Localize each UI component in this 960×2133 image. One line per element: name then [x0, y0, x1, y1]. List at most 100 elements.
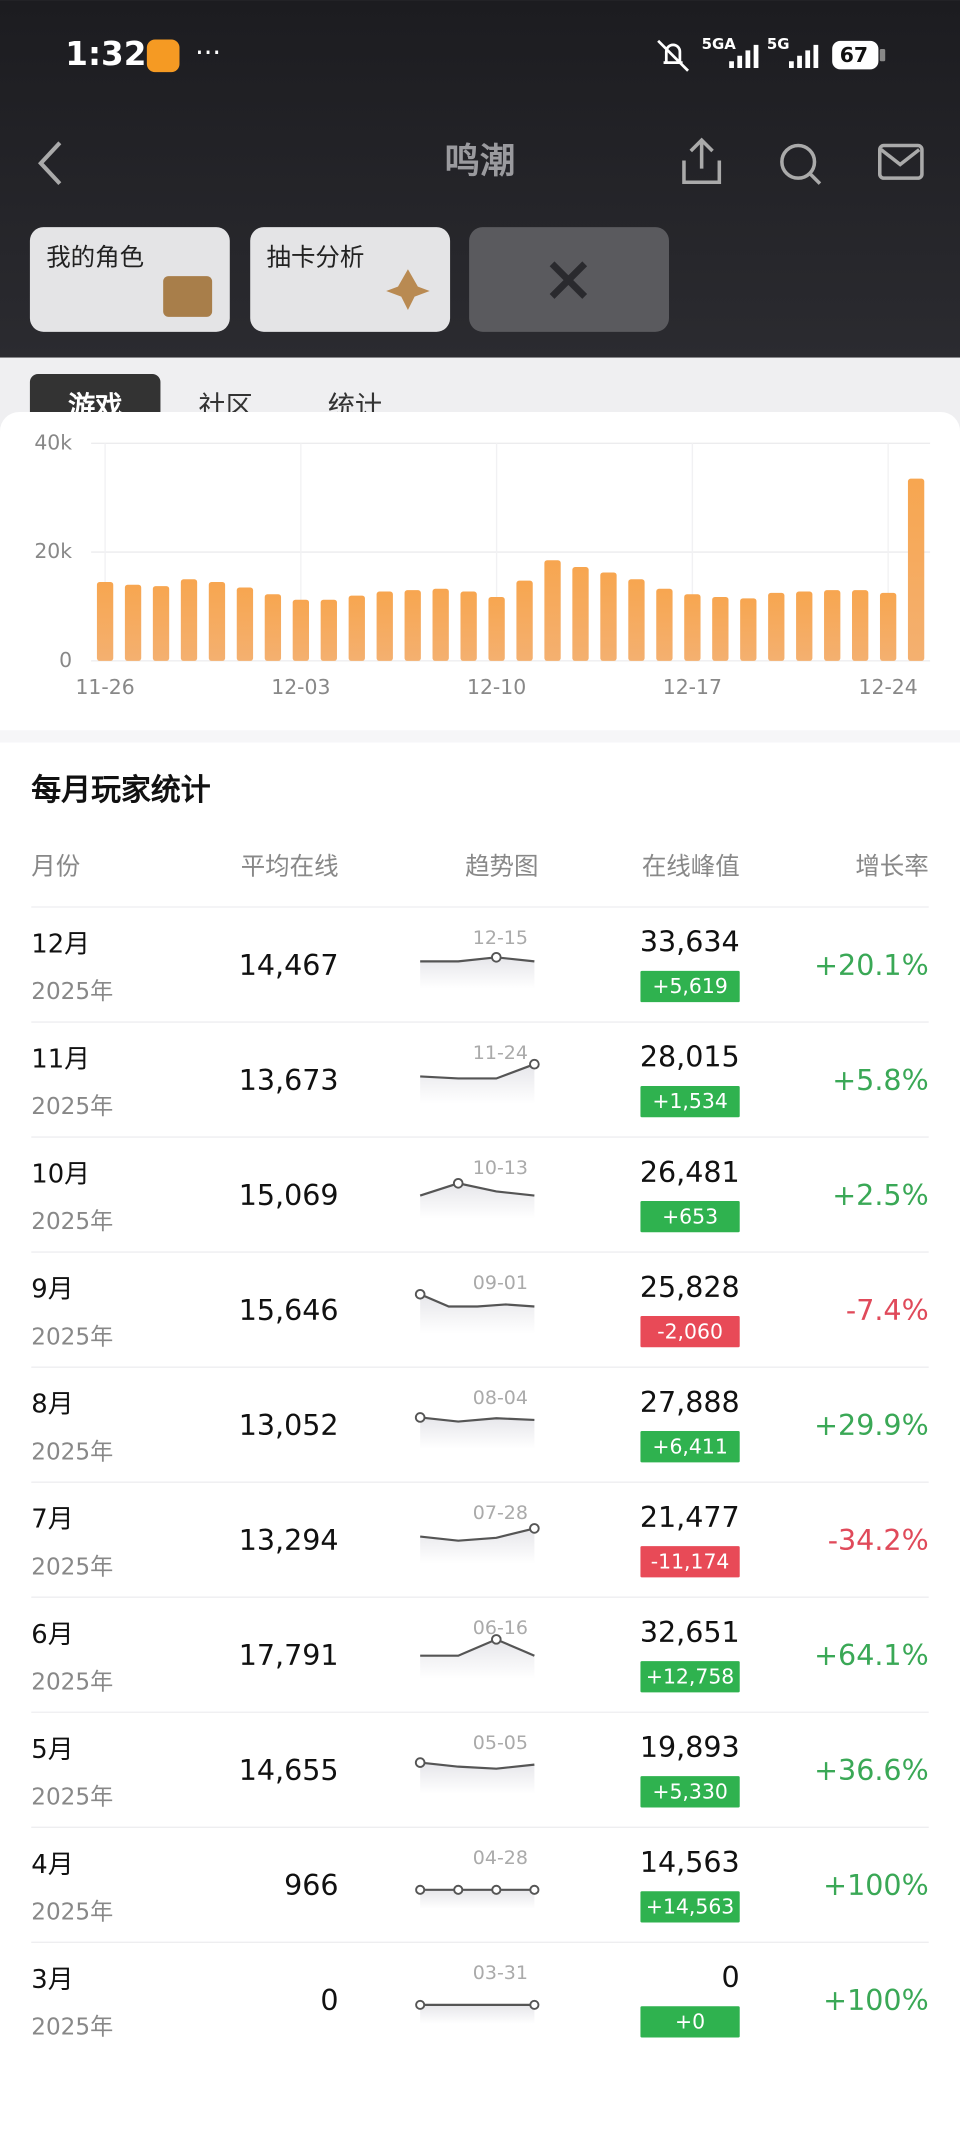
- delta-badge: [640, 1661, 740, 1693]
- avg-online: 15,646: [239, 1293, 339, 1327]
- trend-line: [419, 1293, 535, 1308]
- trend-line: [420, 1527, 535, 1542]
- growth-rate: +36.6%: [814, 1753, 929, 1787]
- card-label: 我的角色: [46, 242, 144, 271]
- delta-badge: [640, 1776, 740, 1808]
- growth-rate: +29.9%: [814, 1408, 929, 1442]
- bar: [907, 478, 925, 661]
- delta-badge: [640, 970, 740, 1003]
- section-title: 每月玩家统计: [31, 773, 211, 808]
- delta: -11,174: [651, 1549, 730, 1573]
- card[interactable]: [250, 227, 451, 332]
- delta-badge: [640, 2006, 740, 2038]
- trend-area: [420, 2004, 535, 2024]
- card-icon: [163, 276, 213, 317]
- share-button[interactable]: [682, 137, 722, 185]
- trend-point: [415, 1999, 426, 2010]
- trend-label: 03-31: [473, 1962, 528, 1984]
- bar: [684, 594, 701, 661]
- peak-online: 26,481: [640, 1155, 740, 1189]
- delta-badge: [640, 1200, 740, 1233]
- delta: +0: [675, 2010, 705, 2034]
- bar: [376, 591, 393, 661]
- trend-line: [419, 1182, 535, 1197]
- battery-level: 67: [840, 43, 868, 67]
- bar: [600, 572, 617, 661]
- trend-label: 06-16: [473, 1617, 528, 1639]
- trend-line: [420, 1638, 535, 1657]
- trend-area: [420, 1639, 535, 1679]
- chart: 0 20k 40k 11-26 12-03 12-10 12-17 12-24: [34, 430, 931, 699]
- app-icon: [146, 39, 180, 73]
- network-1: 5GA: [702, 35, 737, 53]
- trend-label: 12-15: [473, 927, 528, 949]
- peak-online: 21,477: [640, 1500, 740, 1534]
- trend-label: 11-24: [473, 1042, 528, 1064]
- x-tick-label: 12-03: [271, 675, 330, 699]
- avg-online: 0: [320, 1983, 338, 2017]
- trend-line: [420, 1761, 535, 1770]
- year: 2025年: [31, 1669, 113, 1695]
- growth-rate: -7.4%: [846, 1293, 929, 1327]
- growth-rate: +20.1%: [814, 948, 929, 982]
- trend-area: [420, 1183, 535, 1219]
- trend-line: [420, 1063, 535, 1080]
- month: 3月: [31, 1965, 73, 1995]
- trend-peak: [414, 1757, 426, 1768]
- trend-area: [420, 1064, 535, 1104]
- avg-online: 15,069: [239, 1178, 339, 1212]
- year: 2025年: [31, 1554, 113, 1580]
- x-tick-label: 12-10: [467, 675, 526, 699]
- trend-label: 04-28: [473, 1847, 528, 1869]
- y-tick-label: 0: [59, 648, 72, 672]
- bar: [796, 591, 813, 661]
- delta: +12,758: [646, 1664, 734, 1688]
- month: 11月: [31, 1045, 90, 1075]
- more-dots: ···: [195, 38, 221, 69]
- delta-badge: [640, 1085, 740, 1118]
- back-button[interactable]: [38, 141, 62, 185]
- delta: +1,534: [652, 1089, 727, 1113]
- trend-area: [420, 1417, 535, 1449]
- trend-peak: [414, 1412, 426, 1423]
- separator: [0, 730, 960, 743]
- trend-point: [529, 1884, 540, 1895]
- delta: +14,563: [646, 1895, 734, 1919]
- bar: [208, 582, 226, 661]
- trend-label: 08-04: [473, 1387, 528, 1409]
- growth-rate: -34.2%: [828, 1523, 929, 1557]
- month: 9月: [31, 1275, 73, 1305]
- trend-point: [453, 1884, 464, 1895]
- bar: [879, 592, 897, 661]
- delta: +5,619: [652, 974, 727, 998]
- trend-label: 10-13: [473, 1157, 528, 1179]
- bar: [348, 595, 365, 661]
- delta-badge: [640, 1891, 740, 1923]
- bar: [180, 579, 198, 661]
- year: 2025年: [31, 1899, 113, 1925]
- avg-online: 13,294: [239, 1523, 339, 1557]
- bar: [572, 567, 589, 661]
- column-header: 平均在线: [241, 852, 339, 881]
- trend-point: [491, 1884, 502, 1895]
- peak-online: 27,888: [640, 1385, 740, 1419]
- trend-area: [420, 1762, 535, 1794]
- month: 5月: [31, 1735, 73, 1765]
- growth-rate: +100%: [823, 1868, 929, 1902]
- trend-area: [420, 1294, 535, 1334]
- trend-peak: [529, 1058, 540, 1070]
- x-tick-label: 12-24: [859, 675, 918, 699]
- column-header: 月份: [31, 852, 80, 881]
- growth-rate: +100%: [823, 1983, 929, 2017]
- year: 2025年: [31, 979, 113, 1005]
- signal-2: [789, 44, 819, 69]
- delta-badge: [640, 1546, 740, 1578]
- trend-point: [415, 1884, 426, 1895]
- trend-label: 09-01: [473, 1272, 528, 1294]
- search-button[interactable]: [780, 143, 822, 185]
- mail-button[interactable]: [878, 143, 924, 180]
- bar: [96, 582, 114, 661]
- bar: [236, 587, 254, 661]
